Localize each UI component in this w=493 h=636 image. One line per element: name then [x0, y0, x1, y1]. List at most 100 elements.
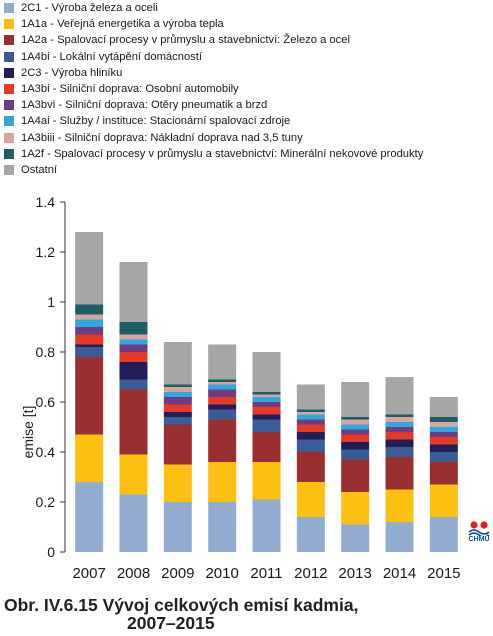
bar-segment: [208, 382, 237, 385]
bar-segment: [429, 437, 458, 445]
legend-swatch: [4, 148, 14, 159]
legend-swatch: [4, 19, 14, 30]
x-tick-label: 2007: [72, 565, 105, 582]
bar-segment: [75, 327, 104, 335]
legend-item: 1A4ai - Služby / instituce: Stacionární …: [4, 113, 490, 129]
bar-segment: [208, 389, 237, 397]
legend-swatch: [4, 116, 14, 127]
bar-segment: [119, 344, 148, 352]
bar-segment: [163, 397, 192, 405]
bar-segment: [341, 419, 370, 425]
axes: [60, 201, 66, 553]
bar-segment: [341, 434, 370, 442]
y-tick-label: 1: [47, 294, 55, 310]
bar-segment: [208, 379, 237, 382]
y-axis-label: emise [t]: [20, 406, 36, 459]
logo-text: CHMÚ: [468, 536, 490, 543]
bar-segment: [252, 407, 281, 415]
chmu-logo: CHMÚ: [466, 519, 492, 547]
bar-segment: [75, 334, 104, 345]
bar-segment: [296, 414, 325, 420]
bar-segment: [385, 414, 414, 417]
bar-segment: [75, 434, 104, 482]
legend-swatch: [4, 67, 14, 78]
bar-segment: [341, 492, 370, 525]
legend-item: 1A2a - Spalovací procesy v průmyslu a st…: [4, 32, 490, 48]
bar-segment: [429, 462, 458, 485]
x-tick-label: 2012: [294, 565, 327, 582]
bar-segment: [252, 352, 281, 392]
y-tick-label: 0: [47, 544, 55, 560]
bar-segment: [385, 439, 414, 447]
bar-segment: [119, 389, 148, 455]
bar-segment: [429, 432, 458, 437]
bar-segment: [75, 304, 104, 315]
caption-line-2: 2007–2015: [127, 613, 215, 633]
bar-segment: [208, 404, 237, 410]
bar-segment: [341, 382, 370, 417]
bars: [75, 232, 458, 552]
y-tick-label: 1.4: [36, 194, 56, 210]
stacked-bar-chart: 2007 2008 2009 2010 2011 2012 2013 2014 2015 0 0.…: [20, 194, 461, 582]
bar-segment: [119, 339, 148, 345]
bar-segment: [252, 499, 281, 552]
legend: 2C1 - Výroba železa a oceli 1A1a - Veřejn…: [4, 0, 490, 178]
bar-segment: [385, 447, 414, 457]
bar-segment: [252, 419, 281, 432]
legend-item: 1A4bi - Lokální vytápění domácností: [4, 49, 490, 65]
bar-segment: [119, 379, 148, 390]
bar-segment: [119, 322, 148, 335]
bar-segment: [163, 417, 192, 425]
bar-segment: [341, 442, 370, 450]
x-tick-label: 2010: [205, 565, 238, 582]
x-tick-label: 2009: [161, 565, 194, 582]
x-tick-label: 2014: [383, 565, 416, 582]
bar-segment: [208, 397, 237, 405]
legend-swatch: [4, 84, 14, 95]
bar-segment: [208, 409, 237, 420]
bar-segment: [385, 432, 414, 440]
bar-segment: [429, 444, 458, 452]
bar-segment: [252, 462, 281, 500]
bar-segment: [296, 439, 325, 452]
bar-segment: [252, 394, 281, 397]
bar-segment: [163, 384, 192, 387]
bar-segment: [208, 344, 237, 380]
legend-label: 1A3bi - Silniční doprava: Osobní automob…: [21, 83, 239, 96]
legend-label: 1A3biii - Silniční doprava: Nákladní dop…: [21, 131, 303, 144]
bar-segment: [296, 384, 325, 410]
bar-segment: [119, 454, 148, 495]
bar-segment: [163, 502, 192, 552]
bar-segment: [75, 319, 104, 327]
bar-segment: [163, 392, 192, 397]
legend-label: 1A2f - Spalovací procesy v průmyslu a st…: [21, 147, 424, 160]
bar-segment: [75, 357, 104, 435]
legend-item: 1A3bi - Silniční doprava: Osobní automob…: [4, 81, 490, 97]
bar-segment: [252, 414, 281, 420]
bar-segment: [252, 397, 281, 402]
bar-segment: [75, 347, 104, 357]
legend-item: 1A2f - Spalovací procesy v průmyslu a st…: [4, 146, 490, 162]
bar-segment: [385, 522, 414, 552]
x-tick-label: 2015: [427, 565, 460, 582]
bar-segment: [252, 432, 281, 462]
chmu-logo-icon: [468, 521, 490, 538]
legend-swatch: [4, 100, 14, 111]
legend-label: 1A2a - Spalovací procesy v průmyslu a st…: [21, 34, 350, 47]
legend-label: Ostatní: [21, 163, 58, 176]
legend-item: 1A1a - Veřejná energetika a výroba tepla: [4, 16, 490, 32]
bar-segment: [119, 362, 148, 380]
bar-segment: [75, 344, 104, 347]
bar-segment: [163, 464, 192, 502]
bar-segment: [296, 409, 325, 412]
bar-segment: [208, 502, 237, 552]
legend-label: 2C3 - Výroba hliníku: [21, 66, 123, 79]
legend-swatch: [4, 164, 14, 175]
bar-segment: [429, 422, 458, 427]
figure-caption: Obr. IV.6.15 Vývoj celkových emisí kadmi…: [4, 596, 358, 632]
bar-segment: [385, 377, 414, 415]
y-tick-label: 0.4: [36, 444, 56, 460]
legend-swatch: [4, 51, 14, 62]
y-tick-label: 0.2: [36, 494, 56, 510]
bar-segment: [341, 449, 370, 460]
